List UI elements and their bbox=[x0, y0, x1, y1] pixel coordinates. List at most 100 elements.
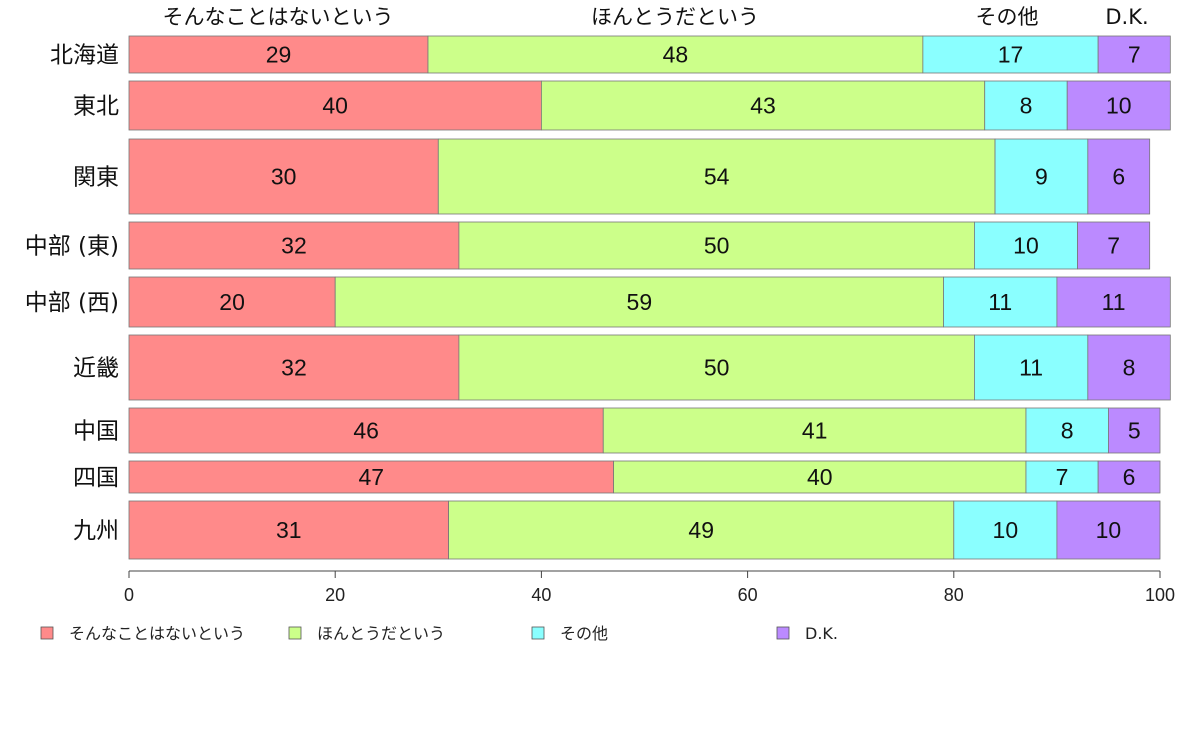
legend: そんなことはないという ほんとうだという その他 D.K. bbox=[40, 624, 838, 643]
bar-segment bbox=[974, 334, 1089, 401]
bar-row-4: 中部 (西) 20 59 11 11 bbox=[25, 276, 1171, 328]
x-tick-label: 60 bbox=[738, 585, 758, 605]
bar-value-label: 50 bbox=[704, 233, 730, 259]
bar-value-label: 47 bbox=[358, 464, 384, 490]
legend-swatch bbox=[40, 626, 54, 640]
bar-segment bbox=[943, 276, 1058, 328]
bar-segment bbox=[984, 80, 1068, 131]
bar-value-label: 10 bbox=[993, 517, 1019, 543]
bar-value-label: 29 bbox=[266, 42, 292, 68]
legend-item-1: ほんとうだという bbox=[288, 624, 445, 643]
bar-value-label: 6 bbox=[1112, 164, 1125, 190]
x-tick-label: 100 bbox=[1145, 585, 1175, 605]
bar-value-label: 9 bbox=[1035, 164, 1048, 190]
bar-segment bbox=[128, 138, 439, 215]
bar-value-label: 30 bbox=[271, 164, 297, 190]
legend-swatch bbox=[531, 626, 545, 640]
bar-segment bbox=[1056, 500, 1161, 560]
bar-value-label: 40 bbox=[322, 93, 348, 119]
x-tick-label: 80 bbox=[944, 585, 964, 605]
bar-segment bbox=[128, 276, 336, 328]
bar-row-6: 中国 46 41 8 5 bbox=[73, 407, 1161, 454]
column-header-2: その他 bbox=[976, 5, 1039, 29]
bar-row-3: 中部 (東) 32 50 10 7 bbox=[25, 221, 1151, 270]
legend-label: D.K. bbox=[805, 624, 838, 643]
bar-segment bbox=[1077, 221, 1151, 270]
bar-value-label: 59 bbox=[627, 289, 653, 315]
bar-value-label: 32 bbox=[281, 355, 307, 381]
bar-value-label: 40 bbox=[807, 464, 833, 490]
bar-value-label: 41 bbox=[802, 418, 828, 444]
bar-value-label: 20 bbox=[219, 289, 245, 315]
category-label: 東北 bbox=[73, 94, 119, 120]
bar-value-label: 11 bbox=[1019, 355, 1043, 381]
bar-segment bbox=[128, 334, 460, 401]
column-header-0: そんなことはないという bbox=[163, 5, 394, 29]
legend-swatch bbox=[288, 626, 302, 640]
bar-value-label: 17 bbox=[998, 42, 1024, 68]
bar-segment bbox=[922, 35, 1099, 74]
bar-value-label: 49 bbox=[688, 517, 714, 543]
bar-row-0: 北海道 29 48 17 7 bbox=[50, 35, 1171, 74]
bar-row-1: 東北 40 43 8 10 bbox=[73, 80, 1171, 131]
bar-segment bbox=[128, 407, 604, 454]
x-axis: 0 20 40 60 80 100 bbox=[124, 570, 1175, 605]
bar-value-label: 10 bbox=[1013, 233, 1039, 259]
bar-segment bbox=[458, 221, 975, 270]
x-tick-label: 20 bbox=[325, 585, 345, 605]
x-tick-label: 40 bbox=[531, 585, 551, 605]
bar-row-7: 四国 47 40 7 6 bbox=[73, 460, 1161, 494]
bar-segment bbox=[448, 500, 955, 560]
category-label: 中部 (西) bbox=[25, 290, 119, 316]
bar-value-label: 46 bbox=[353, 418, 379, 444]
bar-value-label: 8 bbox=[1123, 355, 1136, 381]
bar-value-label: 11 bbox=[988, 289, 1012, 315]
x-tick-label: 0 bbox=[124, 585, 134, 605]
category-label: 近畿 bbox=[73, 356, 119, 382]
bar-segment bbox=[1097, 35, 1171, 74]
category-label: 関東 bbox=[73, 165, 119, 191]
category-label: 中部 (東) bbox=[25, 234, 119, 260]
column-header-3: D.K. bbox=[1105, 5, 1148, 29]
legend-label: その他 bbox=[560, 624, 608, 643]
bar-segment bbox=[437, 138, 996, 215]
bar-segment bbox=[128, 221, 460, 270]
bar-segment bbox=[1066, 80, 1171, 131]
bar-value-label: 50 bbox=[704, 355, 730, 381]
bar-segment bbox=[334, 276, 944, 328]
category-label: 中国 bbox=[73, 419, 119, 445]
bar-value-label: 31 bbox=[276, 517, 302, 543]
bar-value-label: 6 bbox=[1123, 464, 1136, 490]
legend-label: そんなことはないという bbox=[69, 624, 245, 643]
bar-segment bbox=[1025, 460, 1099, 494]
bar-value-label: 5 bbox=[1128, 418, 1141, 444]
bar-value-label: 7 bbox=[1107, 233, 1120, 259]
bar-value-label: 7 bbox=[1128, 42, 1141, 68]
bar-segment bbox=[1025, 407, 1109, 454]
bar-value-label: 54 bbox=[704, 164, 730, 190]
bar-segment bbox=[427, 35, 924, 74]
bar-segment bbox=[1108, 407, 1161, 454]
bar-value-label: 8 bbox=[1020, 93, 1033, 119]
legend-item-2: その他 bbox=[531, 624, 608, 643]
category-label: 九州 bbox=[73, 518, 119, 544]
bar-segment bbox=[458, 334, 975, 401]
legend-item-0: そんなことはないという bbox=[40, 624, 245, 643]
bar-segment bbox=[1056, 276, 1171, 328]
bar-value-label: 8 bbox=[1061, 418, 1074, 444]
bar-segment bbox=[541, 80, 986, 131]
bar-segment bbox=[953, 500, 1058, 560]
bar-value-label: 32 bbox=[281, 233, 307, 259]
bar-value-label: 48 bbox=[663, 42, 689, 68]
bar-segment bbox=[128, 80, 542, 131]
column-header-labels: そんなことはないという ほんとうだという その他 D.K. bbox=[163, 5, 1149, 29]
legend-item-3: D.K. bbox=[776, 624, 838, 643]
category-label: 北海道 bbox=[50, 43, 119, 69]
bar-row-8: 九州 31 49 10 10 bbox=[73, 500, 1161, 560]
legend-label: ほんとうだという bbox=[317, 624, 445, 643]
bar-segment bbox=[1087, 334, 1171, 401]
bar-value-label: 11 bbox=[1102, 289, 1126, 315]
legend-swatch bbox=[776, 626, 790, 640]
